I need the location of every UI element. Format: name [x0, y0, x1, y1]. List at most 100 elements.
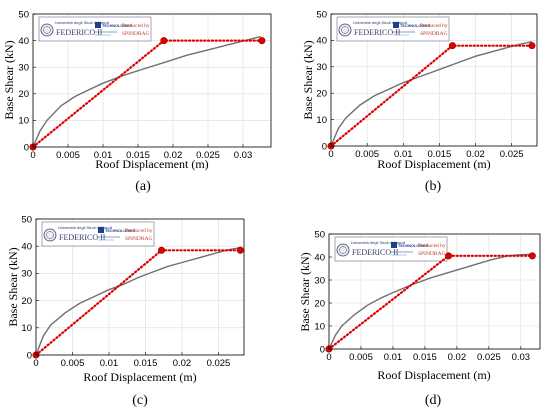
y-tick-label: 20 — [314, 298, 325, 309]
logo-university-small: Università degli Studi di Napoli — [353, 20, 407, 25]
x-tick-label: 0.02 — [164, 150, 183, 161]
bilinear-point — [158, 246, 166, 254]
logo-software: SPINDRAG — [125, 236, 153, 242]
seal-icon — [40, 23, 54, 37]
x-tick-label: 0 — [326, 352, 331, 363]
x-tick-label: 0.02 — [448, 352, 467, 363]
logo-tech-name: TECHNOLOGIES — [102, 24, 133, 28]
bilinear-point — [528, 252, 536, 260]
y-tick-label: 30 — [316, 62, 327, 73]
logo-university-name: FEDERICO II — [352, 248, 399, 257]
x-axis-label: Roof Displacement (m) — [377, 368, 490, 382]
y-tick-label: 0 — [322, 141, 327, 152]
seal-inner-icon — [341, 26, 349, 34]
x-tick-label: 0.005 — [355, 149, 379, 160]
logo-university-small: Università degli Studi di Napoli — [58, 225, 112, 230]
y-tick-label: 10 — [21, 323, 32, 334]
logo-software: SPINDRAG — [420, 31, 448, 37]
panel-label: (a) — [135, 179, 151, 194]
logo-university-name: FEDERICO II — [56, 28, 103, 37]
y-tick-label: 10 — [314, 321, 325, 332]
logo-watermark: Università degli Studi di Napoli FEDERICO… — [334, 236, 448, 262]
y-tick-label: 20 — [21, 296, 32, 307]
panel-label: (b) — [425, 179, 442, 194]
chart-panel: Università degli Studi di Napoli FEDERICO… — [6, 214, 245, 408]
y-tick-label: 50 — [316, 9, 327, 20]
y-axis-label: Base Shear (kN) — [6, 247, 20, 326]
logo-tech-name: TECHNOLOGIES — [398, 244, 429, 248]
x-tick-label: 0.01 — [94, 150, 113, 161]
logo-watermark: Università degli Studi di Napoli FEDERICO… — [38, 16, 152, 42]
logo-frame — [334, 236, 448, 262]
seal-icon — [338, 23, 352, 37]
x-tick-label: 0.01 — [384, 352, 403, 363]
bilinear-point — [448, 42, 456, 50]
tech-logo-icon — [98, 227, 104, 233]
x-axis-label: Roof Displacement (m) — [377, 157, 490, 171]
seal-inner-icon — [43, 26, 51, 34]
logo-university-name: FEDERICO II — [354, 28, 401, 37]
y-axis-label: Base Shear (kN) — [2, 40, 16, 119]
logo-software: SPINDRAG — [122, 31, 150, 37]
y-tick-label: 50 — [21, 214, 32, 225]
tech-logo-icon — [95, 22, 101, 28]
logo-watermark: Università degli Studi di Napoli FEDERICO… — [41, 221, 155, 247]
x-tick-label: 0.005 — [349, 352, 373, 363]
seal-inner-icon — [339, 246, 347, 254]
capacity-curve-line — [32, 35, 261, 148]
tech-logo-icon — [393, 22, 399, 28]
y-axis-label: Base Shear (kN) — [301, 40, 315, 119]
x-tick-label: 0.02 — [173, 358, 192, 369]
bilinear-point — [258, 37, 266, 45]
x-tick-label: 0.025 — [207, 358, 231, 369]
logo-produced-by: Produced by — [125, 228, 153, 234]
y-tick-label: 50 — [314, 229, 325, 240]
y-tick-label: 40 — [316, 36, 327, 47]
bilinear-point — [528, 42, 536, 50]
x-tick-label: 0.01 — [394, 149, 413, 160]
y-tick-label: 0 — [24, 142, 29, 153]
y-tick-label: 30 — [18, 63, 29, 74]
y-tick-label: 50 — [18, 9, 29, 20]
logo-tech-name: TECHNOLOGIES — [400, 24, 431, 28]
y-tick-label: 0 — [320, 344, 325, 355]
y-tick-label: 30 — [314, 275, 325, 286]
x-tick-label: 0.015 — [428, 149, 452, 160]
seal-icon — [336, 243, 350, 257]
y-tick-label: 40 — [21, 242, 32, 253]
x-tick-label: 0.025 — [500, 149, 524, 160]
x-axis-label: Roof Displacement (m) — [95, 157, 208, 171]
x-tick-label: 0.03 — [512, 352, 531, 363]
x-tick-label: 0 — [33, 358, 38, 369]
x-tick-label: 0.015 — [413, 352, 437, 363]
capacity-curve-line — [35, 246, 241, 356]
axes-frame — [328, 233, 541, 350]
panel-label: (c) — [132, 393, 148, 408]
logo-frame — [38, 16, 152, 42]
axes-frame — [32, 13, 272, 148]
logo-produced-by: Produced by — [420, 23, 448, 29]
axes-frame — [330, 13, 538, 147]
tech-logo-icon — [391, 242, 397, 248]
bilinear-point — [445, 252, 453, 260]
y-tick-label: 10 — [18, 116, 29, 127]
x-tick-label: 0 — [328, 149, 333, 160]
x-tick-label: 0.005 — [61, 358, 85, 369]
logo-watermark: Università degli Studi di Napoli FEDERICO… — [336, 16, 450, 42]
logo-university-small: Università degli Studi di Napoli — [55, 20, 109, 25]
y-tick-label: 40 — [18, 36, 29, 47]
x-axis-label: Roof Displacement (m) — [83, 370, 196, 384]
chart-panel: Università degli Studi di Napoli FEDERICO… — [2, 9, 272, 194]
capacity-curve-line — [328, 253, 534, 350]
logo-frame — [41, 221, 155, 247]
chart-panel: Università degli Studi di Napoli FEDERICO… — [301, 9, 538, 194]
logo-produced-by: Produced by — [418, 243, 446, 249]
logo-university-name: FEDERICO II — [59, 233, 106, 242]
x-tick-label: 0 — [30, 150, 35, 161]
logo-tech-name: TECHNOLOGIES — [105, 229, 136, 233]
x-tick-label: 0.025 — [477, 352, 501, 363]
panel-label: (d) — [425, 393, 442, 408]
x-tick-label: 0.02 — [466, 149, 485, 160]
chart-panel: Università degli Studi di Napoli FEDERICO… — [298, 229, 541, 408]
